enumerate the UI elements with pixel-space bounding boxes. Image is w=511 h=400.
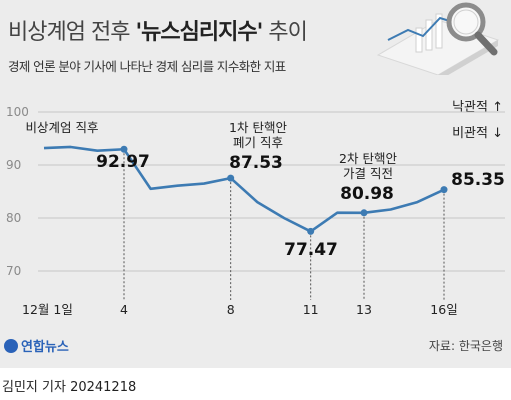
data-value-label: 85.35 [451, 170, 505, 190]
annotation-label: 1차 탄핵안 [229, 120, 287, 135]
x-tick-label: 8 [227, 302, 235, 317]
line-chart: 100 90 80 70 12월 1일 4 8 11 13 16일 비상계엄 직후 92.97 1차 탄… [6, 105, 505, 317]
annotation-label: 폐기 직후 [233, 135, 283, 150]
yonhap-logo: 연합뉴스 [4, 336, 69, 355]
data-value-label: 87.53 [229, 153, 283, 173]
data-point-marker [360, 209, 368, 217]
x-tick-label: 4 [120, 302, 128, 317]
data-value-label: 92.97 [96, 152, 150, 172]
y-tick-label: 80 [6, 211, 21, 225]
source-text: 자료: 한국은행 [428, 339, 503, 353]
y-tick-label: 90 [6, 158, 21, 172]
reporter-credit: 김민지 기자 20241218 [2, 380, 137, 395]
x-tick-label: 12월 1일 [22, 302, 73, 317]
optimistic-label: 낙관적 ↑ [452, 100, 503, 115]
y-tick-label: 100 [6, 105, 29, 119]
annotation-label: 비상계엄 직후 [26, 120, 99, 135]
series-line [43, 145, 445, 233]
x-tick-label: 16일 [430, 302, 457, 317]
y-tick-label: 70 [6, 264, 21, 278]
annotation-label: 가결 직전 [343, 166, 393, 181]
data-point-marker [120, 145, 128, 153]
data-value-label: 77.47 [284, 240, 338, 260]
x-tick-label: 11 [303, 302, 319, 317]
data-point-marker [307, 227, 315, 235]
footer: 김민지 기자 20241218 [0, 368, 511, 400]
x-tick-label: 13 [356, 302, 372, 317]
data-point-marker [227, 174, 235, 182]
data-value-label: 80.98 [340, 184, 394, 204]
magnifier-chart-icon [376, 2, 500, 75]
data-point-marker [440, 186, 448, 194]
chart-subtitle: 경제 언론 분야 기사에 나타난 경제 심리를 지수화한 지표 [8, 59, 286, 74]
annotation-label: 2차 탄핵안 [339, 151, 397, 166]
chart-card: 비상계엄 전후 '뉴스심리지수' 추이 경제 언론 분야 기사에 나타난 경제 … [0, 0, 511, 368]
yonhap-logo-icon [4, 339, 18, 353]
chart-title: 비상계엄 전후 '뉴스심리지수' 추이 [8, 20, 308, 45]
pessimistic-label: 비관적 ↓ [452, 126, 503, 141]
